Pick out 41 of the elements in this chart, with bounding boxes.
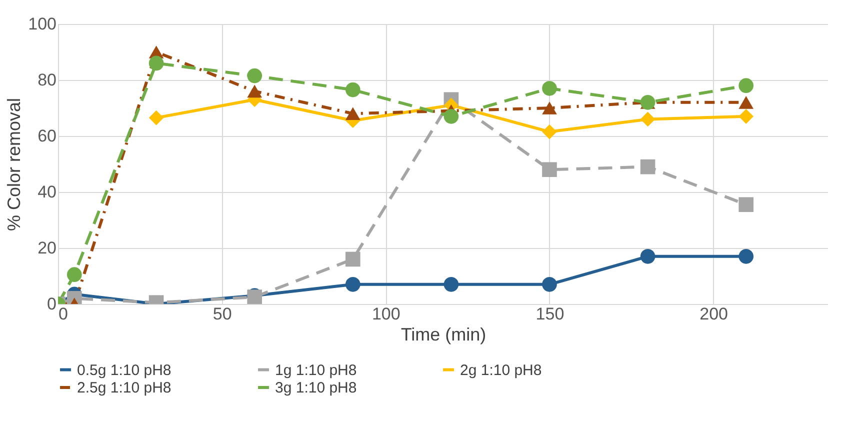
point xyxy=(148,56,164,71)
x-axis-title: Time (min) xyxy=(400,324,486,344)
point xyxy=(542,102,557,114)
point xyxy=(640,112,656,127)
y-tick-label: 80 xyxy=(38,70,56,90)
x-tick-label: 200 xyxy=(700,304,728,324)
y-tick-label: 60 xyxy=(38,126,56,146)
point xyxy=(148,110,164,126)
y-tick-label: 40 xyxy=(38,182,56,202)
y-tick-label: 100 xyxy=(28,14,56,34)
legend-label: 2g 1:10 pH8 xyxy=(460,362,542,379)
point xyxy=(738,197,754,212)
legend-label: 3g 1:10 pH8 xyxy=(275,380,357,396)
point xyxy=(640,249,656,264)
x-tick-label: 100 xyxy=(372,304,400,324)
point xyxy=(738,78,754,93)
point xyxy=(345,107,360,120)
point xyxy=(542,277,557,292)
point xyxy=(345,82,360,98)
legend-label: 2.5g 1:10 pH8 xyxy=(77,380,172,396)
point xyxy=(738,108,754,124)
point xyxy=(345,277,360,292)
x-tick-label: 150 xyxy=(536,304,564,324)
point xyxy=(247,68,262,84)
point xyxy=(247,84,262,98)
y-axis-title: % Color removal xyxy=(4,98,24,232)
point xyxy=(444,277,459,292)
point xyxy=(66,267,82,282)
legend-label: 1g 1:10 pH8 xyxy=(275,362,357,379)
x-tick-label: 0 xyxy=(58,304,68,324)
point xyxy=(444,109,459,124)
point xyxy=(542,81,557,96)
legend-label: 0.5g 1:10 pH8 xyxy=(77,362,172,379)
point xyxy=(640,159,656,174)
point xyxy=(738,249,754,264)
point xyxy=(345,252,360,267)
point xyxy=(542,124,557,140)
x-tick-label: 50 xyxy=(212,304,232,324)
y-tick-label: 20 xyxy=(38,238,56,258)
point xyxy=(738,96,754,109)
point xyxy=(542,162,557,178)
